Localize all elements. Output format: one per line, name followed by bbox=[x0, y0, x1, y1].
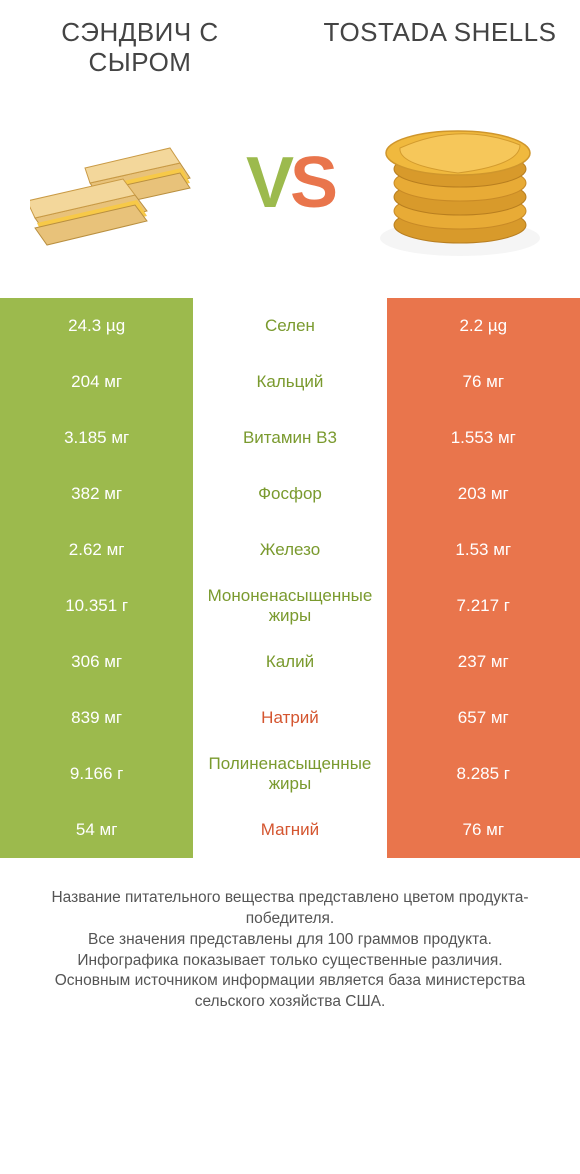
nutrient-label: Фосфор bbox=[193, 466, 386, 522]
value-left: 839 мг bbox=[0, 690, 193, 746]
footer-line: Все значения представлены для 100 граммо… bbox=[24, 930, 556, 951]
value-left: 9.166 г bbox=[0, 746, 193, 802]
nutrient-label: Кальций bbox=[193, 354, 386, 410]
nutrient-label: Калий bbox=[193, 634, 386, 690]
value-right: 8.285 г bbox=[387, 746, 580, 802]
nutrient-label: Витамин B3 bbox=[193, 410, 386, 466]
footer-line: Инфографика показывает только существенн… bbox=[24, 951, 556, 972]
nutrient-label: Магний bbox=[193, 802, 386, 858]
vs-s: S bbox=[290, 143, 334, 223]
value-right: 203 мг bbox=[387, 466, 580, 522]
nutrient-label: Железо bbox=[193, 522, 386, 578]
footer-notes: Название питательного вещества представл… bbox=[0, 858, 580, 1014]
title-right: TOSTADA SHELLS bbox=[320, 18, 560, 48]
table-row: 3.185 мгВитамин B31.553 мг bbox=[0, 410, 580, 466]
table-row: 10.351 гМононенасыщенные жиры7.217 г bbox=[0, 578, 580, 634]
value-left: 306 мг bbox=[0, 634, 193, 690]
vs-label: VS bbox=[246, 142, 334, 224]
sandwich-image bbox=[30, 93, 210, 273]
value-left: 382 мг bbox=[0, 466, 193, 522]
nutrient-label: Полиненасыщенные жиры bbox=[193, 746, 386, 802]
cheese-sandwich-icon bbox=[30, 118, 210, 248]
table-row: 9.166 гПолиненасыщенные жиры8.285 г bbox=[0, 746, 580, 802]
value-left: 24.3 µg bbox=[0, 298, 193, 354]
value-right: 237 мг bbox=[387, 634, 580, 690]
header: СЭНДВИЧ С СЫРОМ TOSTADA SHELLS bbox=[0, 0, 580, 78]
nutrient-label: Мононенасыщенные жиры bbox=[193, 578, 386, 634]
nutrient-label: Селен bbox=[193, 298, 386, 354]
value-left: 3.185 мг bbox=[0, 410, 193, 466]
value-right: 76 мг bbox=[387, 802, 580, 858]
value-right: 76 мг bbox=[387, 354, 580, 410]
tostada-shells-icon bbox=[370, 103, 550, 263]
footer-line: Название питательного вещества представл… bbox=[24, 888, 556, 930]
table-row: 54 мгМагний76 мг bbox=[0, 802, 580, 858]
value-left: 204 мг bbox=[0, 354, 193, 410]
value-left: 54 мг bbox=[0, 802, 193, 858]
value-right: 1.553 мг bbox=[387, 410, 580, 466]
title-left: СЭНДВИЧ С СЫРОМ bbox=[20, 18, 260, 78]
table-row: 382 мгФосфор203 мг bbox=[0, 466, 580, 522]
value-left: 2.62 мг bbox=[0, 522, 193, 578]
value-right: 2.2 µg bbox=[387, 298, 580, 354]
footer-line: Основным источником информации является … bbox=[24, 971, 556, 1013]
vs-v: V bbox=[246, 143, 290, 223]
value-right: 1.53 мг bbox=[387, 522, 580, 578]
value-right: 7.217 г bbox=[387, 578, 580, 634]
nutrient-label: Натрий bbox=[193, 690, 386, 746]
value-left: 10.351 г bbox=[0, 578, 193, 634]
tostada-image bbox=[370, 93, 550, 273]
table-row: 2.62 мгЖелезо1.53 мг bbox=[0, 522, 580, 578]
table-row: 306 мгКалий237 мг bbox=[0, 634, 580, 690]
value-right: 657 мг bbox=[387, 690, 580, 746]
table-row: 24.3 µgСелен2.2 µg bbox=[0, 298, 580, 354]
comparison-table: 24.3 µgСелен2.2 µg204 мгКальций76 мг3.18… bbox=[0, 298, 580, 858]
hero-row: VS bbox=[0, 78, 580, 298]
table-row: 839 мгНатрий657 мг bbox=[0, 690, 580, 746]
table-row: 204 мгКальций76 мг bbox=[0, 354, 580, 410]
